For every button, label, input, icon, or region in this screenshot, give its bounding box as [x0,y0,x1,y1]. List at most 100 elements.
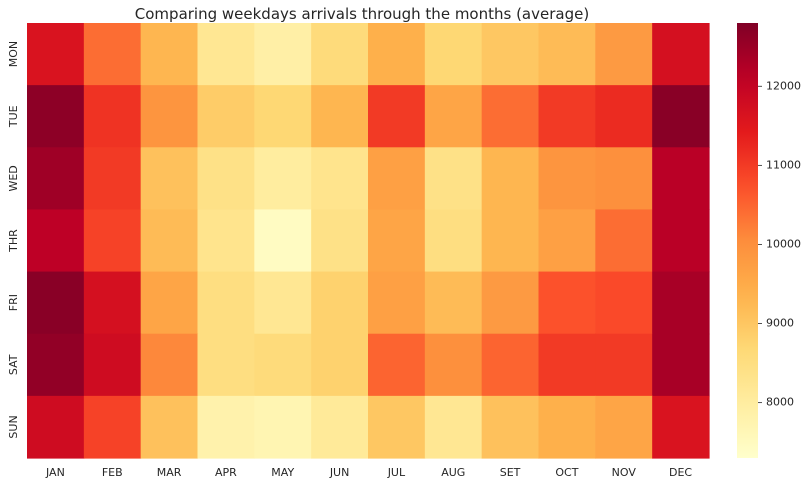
colorbar-ticks: 8000 9000 10000 11000 12000 [758,79,801,409]
x-tick-label: MAR [157,466,182,479]
heatmap-cell [140,23,199,86]
y-tick-label: WED [7,165,20,191]
heatmap-cell [254,333,312,397]
heatmap-cell [424,147,483,211]
x-tick-label: NOV [612,466,637,479]
heatmap-cell [368,85,426,148]
x-tick-label: JUL [387,466,406,479]
y-tick-label: FRI [7,294,20,311]
heatmap-cell [424,23,483,86]
heatmap-cell [27,85,85,148]
heatmap-cell [254,85,312,148]
colorbar-tick-label: 11000 [766,158,801,171]
x-axis: JAN FEB MAR APR MAY JUN JUL AUG SET OCT NOV DEC [45,466,692,479]
heatmap-cell [652,395,710,459]
x-tick-label: JUN [329,466,350,479]
x-tick-label: SET [500,466,521,479]
heatmap-cell [652,23,710,86]
heatmap-cell [311,333,369,397]
colorbar-tick-label: 8000 [766,396,794,409]
x-tick-label: APR [215,466,237,479]
heatmap-cell [140,395,199,459]
y-tick-label: SAT [7,354,20,375]
heatmap-cell [197,395,255,459]
heatmap-cell [481,209,540,273]
heatmap-cell [652,333,710,397]
heatmap-cell [595,271,653,335]
heatmap-cell [83,209,142,273]
heatmap-cell [481,23,540,86]
heatmap-cell [595,85,653,148]
heatmap-cell [197,85,255,148]
heatmap-cell [538,395,596,459]
heatmap-cell [424,271,483,335]
y-axis: MON TUE WED THR FRI SAT SUN [7,41,20,439]
heatmap-cell [140,209,199,273]
heatmap-cell [83,271,142,335]
heatmap-cell [424,333,483,397]
heatmap-cell [197,209,255,273]
heatmap-cell [652,209,710,273]
heatmap-cell [311,147,369,211]
heatmap-cell [254,395,312,459]
heatmap-cell [197,271,255,335]
heatmap-cell [595,395,653,459]
heatmap-cell [254,147,312,211]
heatmap-cell [595,23,653,86]
heatmap-cell [254,209,312,273]
heatmap-cell [197,23,255,86]
heatmap-cell [83,333,142,397]
heatmap-cell [254,271,312,335]
heatmap-cell [538,209,596,273]
heatmap-cell [27,271,85,335]
heatmap-cell [652,147,710,211]
heatmap-cell [197,333,255,397]
x-tick-label: JAN [45,466,65,479]
heatmap-cell [652,85,710,148]
heatmap-cell [538,333,596,397]
heatmap-cell [311,209,369,273]
heatmap-cell [424,395,483,459]
heatmap-cell [27,209,85,273]
heatmap-cell [368,271,426,335]
heatmap-cell [595,209,653,273]
heatmap-cell [311,23,369,86]
heatmap-cell [83,23,142,86]
heatmap-cell [311,271,369,335]
heatmap-cell [481,271,540,335]
heatmap-cell [481,147,540,211]
heatmap-cell [83,85,142,148]
colorbar-tick-label: 9000 [766,317,794,330]
heatmap-cell [254,23,312,86]
heatmap-cell [652,271,710,335]
heatmap-cell [368,333,426,397]
heatmap-cell [481,395,540,459]
colorbar [737,23,758,458]
heatmap-cell [368,209,426,273]
x-tick-label: OCT [555,466,578,479]
heatmap-cell [27,395,85,459]
chart-title: Comparing weekdays arrivals through the … [135,5,589,23]
x-tick-label: FEB [102,466,123,479]
heatmap-cell [83,395,142,459]
heatmap-cell [481,333,540,397]
heatmap-cell [538,85,596,148]
y-tick-label: TUE [7,105,20,128]
heatmap-cell [424,209,483,273]
colorbar-tick-label: 10000 [766,237,801,250]
heatmap-cell [424,85,483,148]
x-tick-label: DEC [669,466,692,479]
heatmap-cell [140,147,199,211]
heatmap-cell [595,333,653,397]
heatmap-cell [83,147,142,211]
heatmap-cell [481,85,540,148]
y-tick-label: SUN [7,415,20,438]
heatmap-cells [27,23,710,459]
heatmap-cell [140,85,199,148]
x-tick-label: AUG [441,466,465,479]
heatmap-cell [368,23,426,86]
heatmap-cell [538,147,596,211]
y-tick-label: MON [7,41,20,67]
heatmap-cell [311,85,369,148]
